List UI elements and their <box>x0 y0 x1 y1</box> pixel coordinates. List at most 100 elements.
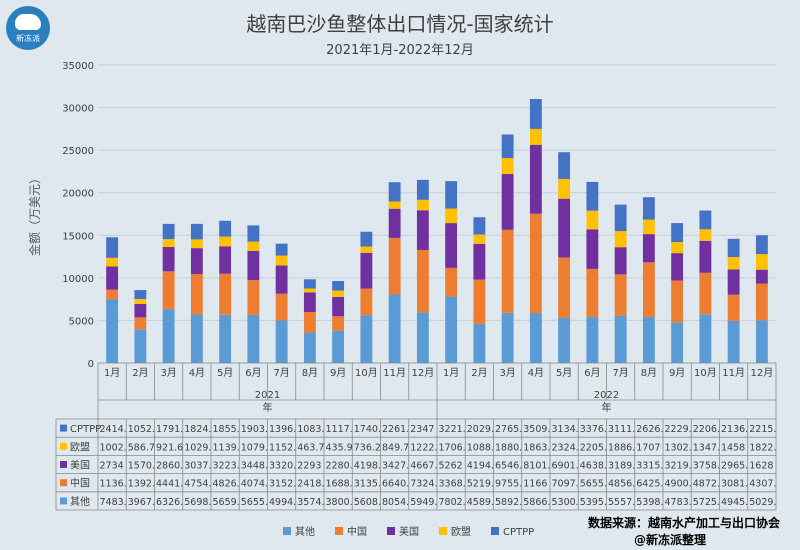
data-label: 3448. <box>241 461 268 472</box>
bar-segment <box>303 288 316 293</box>
bar-segment <box>332 330 345 363</box>
data-label: 2280. <box>326 461 353 472</box>
bar-segment <box>162 309 175 363</box>
data-label: 5892. <box>495 497 522 508</box>
table-legend-key <box>60 497 67 505</box>
data-label: 5866. <box>523 497 550 508</box>
bar-segment <box>473 243 486 280</box>
data-label: 1088. <box>467 442 494 453</box>
data-label: 2261. <box>382 424 409 435</box>
data-label: 4667. <box>410 461 437 472</box>
bar-segment <box>727 294 740 321</box>
legend-key <box>491 527 499 535</box>
data-label: 921.6 <box>156 442 183 453</box>
data-label: 7097. <box>552 479 579 490</box>
data-label: 1706. <box>439 442 466 453</box>
table-legend-key <box>60 461 67 468</box>
x-tick-label: 1月 <box>443 367 459 379</box>
data-label: 2965. <box>721 461 748 472</box>
bar-segment <box>642 234 655 263</box>
bar-segment <box>332 281 345 291</box>
bar-segment <box>388 182 401 202</box>
bar-segment <box>501 229 514 313</box>
data-label: 3509. <box>523 424 550 435</box>
bar-segment <box>699 314 712 363</box>
data-label: 5219. <box>467 479 494 490</box>
data-label: 1222. <box>410 442 437 453</box>
data-label: 3223. <box>213 461 240 472</box>
data-label: 1458 <box>721 442 745 453</box>
x-tick-label: 1月 <box>104 367 120 379</box>
data-label: 2626. <box>636 424 663 435</box>
bar-segment <box>473 217 486 235</box>
data-label: 2206. <box>693 424 720 435</box>
data-label: 1052. <box>128 424 155 435</box>
data-label: 463.7 <box>297 442 324 453</box>
bar-segment <box>275 255 288 266</box>
data-label: 2215. <box>749 424 776 435</box>
bar-segment <box>360 315 373 363</box>
data-label: 1570. <box>128 461 155 472</box>
data-label: 1166 <box>523 479 547 490</box>
bar-segment <box>529 213 542 314</box>
x-tick-label: 3月 <box>160 367 176 379</box>
bar-segment <box>586 317 599 363</box>
bar-segment <box>162 246 175 272</box>
data-label: 3135. <box>354 479 381 490</box>
brand-logo: 新冻派 <box>6 6 50 50</box>
data-label: 6901. <box>552 461 579 472</box>
data-label: 8054. <box>382 497 409 508</box>
bar-segment <box>699 272 712 315</box>
bar-segment <box>501 158 514 175</box>
x-tick-label: 8月 <box>641 367 657 379</box>
bar-segment <box>586 229 599 269</box>
chart-subtitle: 2021年1月-2022年12月 <box>326 43 474 58</box>
x-tick-label: 6月 <box>584 367 600 379</box>
data-label: 3189. <box>608 461 635 472</box>
bar-segment <box>162 223 175 240</box>
bar-segment <box>529 144 542 214</box>
bar-segment <box>247 314 260 363</box>
data-label: 1079. <box>241 442 268 453</box>
bar-segment <box>642 219 655 235</box>
y-tick-label: 10000 <box>62 274 94 285</box>
legend-label: 欧盟 <box>451 526 471 538</box>
bar-segment <box>671 280 684 323</box>
x-tick-label: 5月 <box>217 367 233 379</box>
bar-segment <box>558 198 571 258</box>
table-series-label: 中国 <box>70 477 90 490</box>
data-label: 3574. <box>297 497 324 508</box>
bar-segment <box>671 242 684 254</box>
x-tick-label: 10月 <box>694 367 717 379</box>
year-suffix-label: 年 <box>263 401 273 414</box>
bar-segment <box>699 229 712 241</box>
data-label: 4826. <box>213 479 240 490</box>
bar-segment <box>558 178 571 199</box>
data-label: 1855. <box>213 424 240 435</box>
data-label: 3368. <box>439 479 466 490</box>
source-note: 数据来源：越南水产加工与出口协会 <box>588 515 781 530</box>
bar-segment <box>445 223 458 268</box>
bar-segment <box>360 252 373 289</box>
bar-segment <box>473 234 486 244</box>
data-label: 3152. <box>269 479 296 490</box>
bar-segment <box>558 152 571 179</box>
data-label: 9755. <box>495 479 522 490</box>
bar-segment <box>190 248 203 275</box>
bar-segment <box>360 246 373 253</box>
y-tick-label: 15000 <box>62 231 94 242</box>
data-label: 4783. <box>665 497 692 508</box>
data-label: 3037. <box>184 461 211 472</box>
data-label: 4994. <box>269 497 296 508</box>
data-label: 5725. <box>693 497 720 508</box>
data-label: 5262 <box>439 461 463 472</box>
legend-label: 其他 <box>295 525 315 538</box>
data-label: 3081. <box>721 479 748 490</box>
bar-segment <box>727 238 740 258</box>
bar-segment <box>106 266 119 290</box>
data-label: 4074. <box>241 479 268 490</box>
chart-title: 越南巴沙鱼整体出口情况-国家统计 <box>246 12 553 36</box>
legend-key <box>439 527 447 535</box>
bar-segment <box>642 197 655 220</box>
data-label: 3111. <box>608 424 635 435</box>
